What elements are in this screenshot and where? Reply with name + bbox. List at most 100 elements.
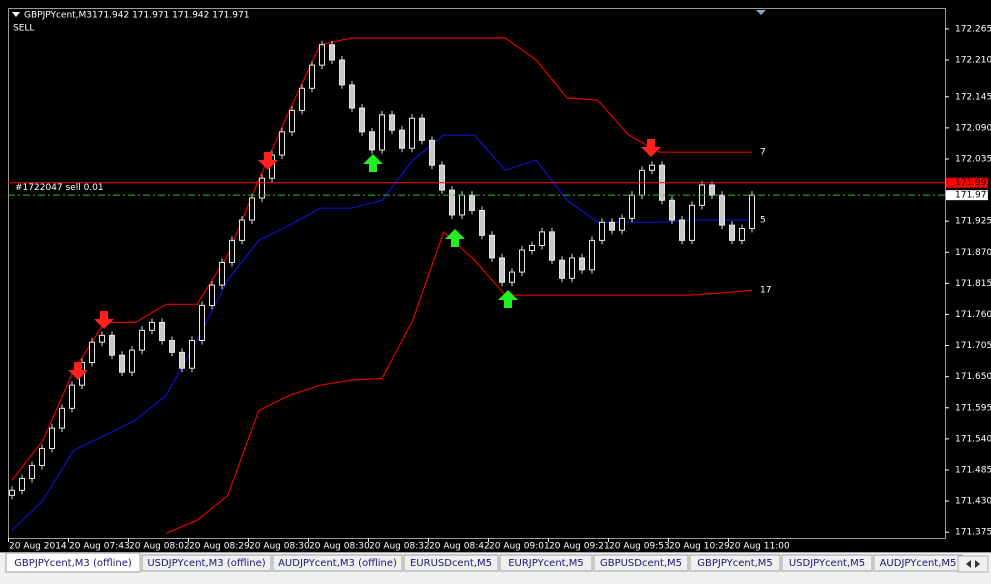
tab[interactable]	[403, 554, 499, 572]
bar	[229, 239, 235, 263]
bar	[219, 261, 225, 286]
tab-label[interactable]: EURJPYcent,M5	[508, 558, 584, 569]
bar	[49, 427, 55, 449]
bar	[739, 228, 745, 241]
chart-shift-marker	[756, 10, 766, 15]
x-tick-label: 20 Aug 09:53	[609, 542, 670, 552]
bar	[259, 177, 265, 199]
x-tick-label: 20 Aug 2014	[9, 542, 67, 552]
order-price: 171.993	[955, 178, 991, 188]
sell-arrow	[68, 362, 88, 380]
bar	[309, 64, 315, 89]
tab[interactable]	[272, 554, 403, 572]
buy-arrow	[445, 229, 465, 247]
bar	[359, 107, 365, 133]
bar	[69, 384, 75, 409]
y-tick-label: 171.595	[955, 403, 991, 413]
bar	[419, 117, 425, 141]
buy-arrow	[498, 290, 518, 308]
bar	[329, 44, 335, 61]
bar	[489, 234, 495, 259]
bar	[349, 84, 355, 109]
bar	[469, 194, 475, 211]
bar	[409, 117, 415, 149]
indicator-line	[11, 134, 752, 531]
bar	[529, 244, 535, 251]
tab[interactable]	[499, 554, 593, 572]
bar	[399, 129, 405, 149]
tab-label[interactable]: AUDJPYcent,M5	[880, 558, 957, 569]
buy-arrows	[363, 154, 518, 308]
bar	[709, 184, 715, 196]
tab[interactable]	[5, 552, 141, 573]
bid-price-box	[946, 190, 988, 201]
bar	[669, 199, 675, 221]
y-tick-label: 171.375	[955, 528, 991, 538]
bar	[249, 197, 255, 221]
y-tick-label: 171.650	[955, 372, 991, 382]
bar	[519, 249, 525, 273]
bar	[649, 164, 655, 171]
x-tick-label: 20 Aug 08:30	[309, 542, 370, 552]
tab[interactable]	[593, 554, 689, 572]
bar	[509, 271, 515, 283]
bar	[569, 257, 575, 279]
y-tick-label: 171.925	[955, 217, 991, 227]
tab-label[interactable]: GBPJPYcent,M3 (offline)	[14, 558, 132, 569]
chart-background	[0, 0, 991, 552]
bar	[619, 217, 625, 231]
sell-arrow	[258, 152, 278, 170]
bar	[129, 349, 135, 373]
x-tick-label: 20 Aug 08:02	[129, 542, 190, 552]
bar	[39, 447, 45, 466]
y-tick-label: 171.760	[955, 310, 991, 320]
y-tick-label: 172.035	[955, 154, 991, 164]
bar	[579, 257, 585, 271]
header-prices: 171.942 171.971 171.942 171.971	[92, 11, 249, 21]
bid-price: 171.971	[955, 191, 991, 201]
bar	[539, 231, 545, 246]
bar	[589, 239, 595, 271]
y-tick-label: 171.540	[955, 434, 991, 444]
bar	[499, 257, 505, 283]
line-end-label: 5	[760, 216, 766, 226]
tab-label[interactable]: EURUSDcent,M5	[410, 558, 492, 569]
tab-scroll-right[interactable]	[975, 560, 980, 568]
bar	[599, 221, 605, 241]
bar	[149, 321, 155, 331]
bar	[689, 204, 695, 241]
x-tick-label: 20 Aug 08:32	[369, 542, 430, 552]
bar	[719, 194, 725, 226]
tabs: GBPJPYcent,M3 (offline) USDJPYcent,M3 (of…	[5, 552, 963, 573]
tab[interactable]	[689, 554, 781, 572]
y-tick-label: 172.265	[955, 24, 991, 34]
tab-label[interactable]: GBPUSDcent,M5	[600, 558, 682, 569]
tab-label[interactable]: AUDJPYcent,M3 (offline)	[278, 558, 397, 569]
bar	[559, 259, 565, 279]
order-label: #1722047 sell 0.01	[15, 183, 104, 193]
menu-arrow[interactable]	[12, 12, 20, 17]
bar	[459, 194, 465, 216]
y-tick-label: 171.485	[955, 465, 991, 475]
sell-arrow	[641, 139, 661, 157]
tab-scroll[interactable]	[957, 555, 989, 573]
bar	[279, 131, 285, 156]
signal-label: SELL	[13, 24, 34, 34]
x-tick-label: 20 Aug 07:43	[69, 542, 130, 552]
bar	[729, 224, 735, 241]
y-tick-label: 172.090	[955, 123, 991, 133]
x-tick-label: 20 Aug 11:00	[729, 542, 790, 552]
bar	[109, 334, 115, 356]
x-tick-label: 20 Aug 09:21	[549, 542, 610, 552]
tab-scroll-left[interactable]	[966, 560, 971, 568]
bar	[479, 209, 485, 236]
tab[interactable]	[781, 554, 873, 572]
tab-label[interactable]: GBPJPYcent,M5	[697, 558, 773, 569]
x-tick-label: 20 Aug 10:29	[669, 542, 730, 552]
tab-label[interactable]: USDJPYcent,M3 (offline)	[147, 558, 265, 569]
y-tick-label: 172.210	[955, 56, 991, 66]
y-tick-label: 171.815	[955, 279, 991, 289]
tab[interactable]	[141, 554, 272, 572]
tab-label[interactable]: USDJPYcent,M5	[789, 558, 865, 569]
